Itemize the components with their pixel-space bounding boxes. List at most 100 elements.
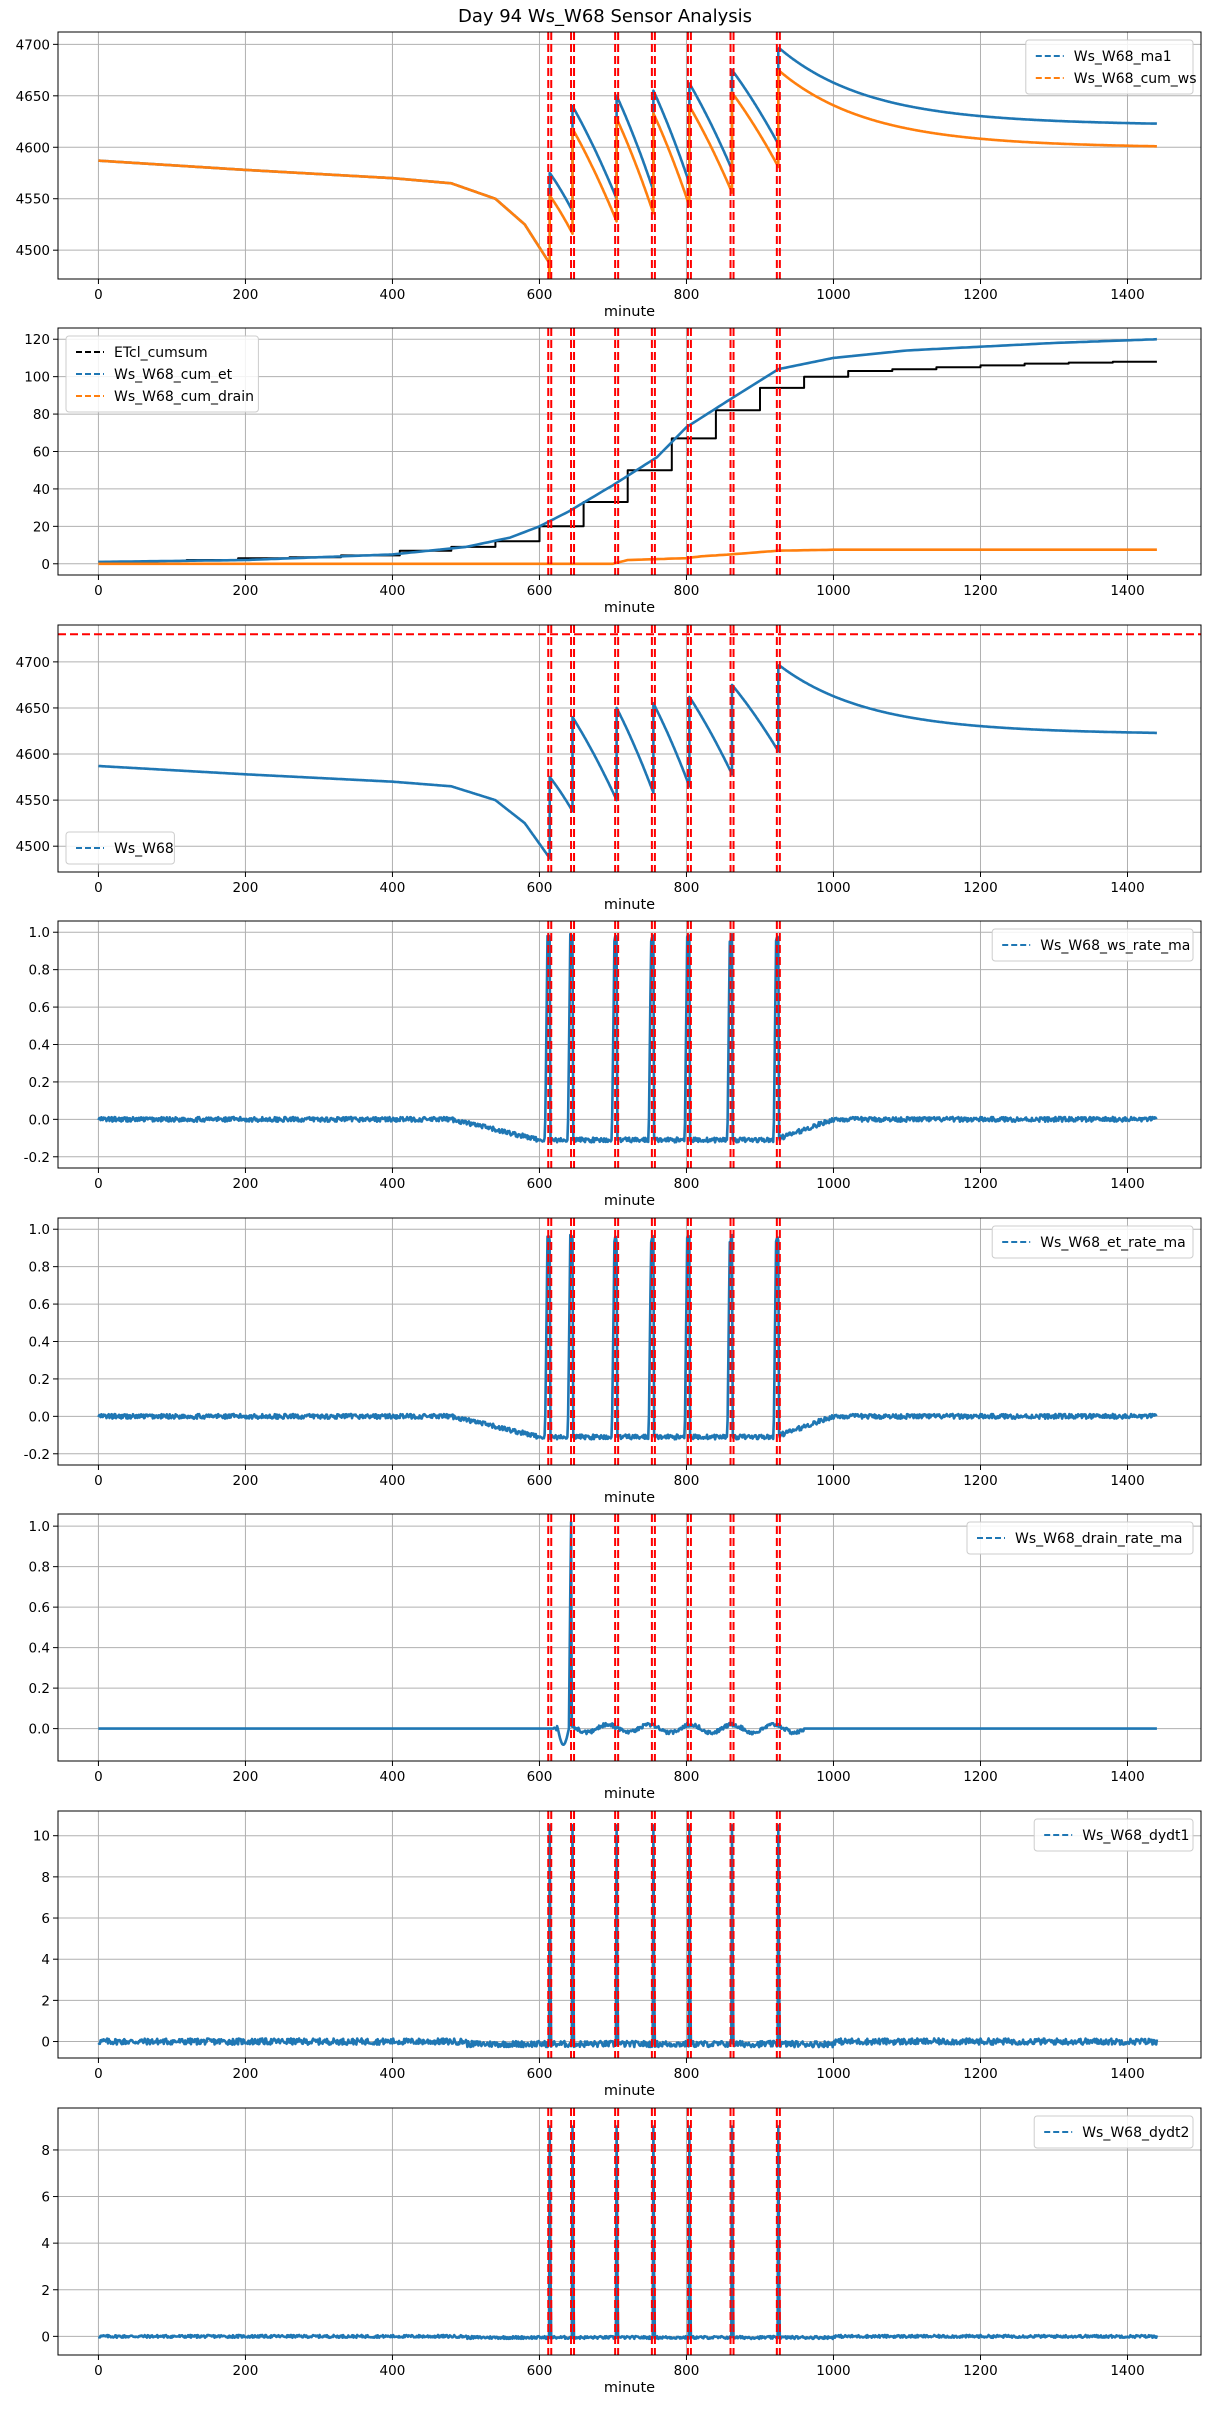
y-tick-label: 0 [41, 2329, 50, 2345]
x-tick-label: 600 [527, 287, 553, 303]
y-tick-label: 20 [33, 519, 50, 535]
x-tick-label: 200 [233, 880, 259, 896]
legend-label: Ws_W68_dydt1 [1082, 1828, 1189, 1844]
x-tick-label: 200 [233, 1176, 259, 1192]
x-tick-label: 1400 [1110, 2066, 1144, 2082]
x-tick-label: 0 [94, 1176, 103, 1192]
x-tick-label: 600 [527, 583, 553, 599]
y-tick-label: 8 [41, 1870, 50, 1886]
y-tick-label: 0 [41, 2035, 50, 2051]
x-tick-label: 1400 [1110, 2363, 1144, 2379]
axes-frame [57, 31, 1202, 280]
x-tick-label: 800 [674, 1176, 700, 1192]
x-tick-label: 0 [94, 2363, 103, 2379]
x-tick-label: 1400 [1110, 583, 1144, 599]
x-tick-label: 1200 [963, 880, 997, 896]
x-tick-label: 1200 [963, 287, 997, 303]
x-tick-label: 1000 [816, 287, 850, 303]
x-tick-label: 200 [233, 1473, 259, 1489]
legend: ETcl_cumsum Ws_W68_cum_et Ws_W68_cum_drain [65, 335, 259, 413]
x-tick-label: 1000 [816, 880, 850, 896]
legend-label: Ws_W68_et_rate_ma [1040, 1235, 1186, 1251]
x-tick-label: 800 [674, 1473, 700, 1489]
y-tick-label: 0.4 [29, 1335, 50, 1351]
x-tick-label: 0 [94, 1473, 103, 1489]
y-tick-label: 0.6 [29, 1600, 50, 1616]
y-tick-label: 4500 [16, 839, 50, 855]
axes-frame [57, 2107, 1202, 2356]
legend: Ws_W68_dydt1 [1033, 1818, 1194, 1852]
legend-label: Ws_W68_cum_ws [1074, 71, 1197, 87]
x-tick-label: 0 [94, 287, 103, 303]
chart-panel-7: 0 200 400 600 800 1000 1200 1400 0 2 4 6 8 10 minute Ws… [33, 1810, 1202, 2099]
legend-label: Ws_W68_ws_rate_ma [1040, 938, 1190, 954]
y-tick-label: 120 [24, 332, 50, 348]
y-tick-label: 0.8 [29, 963, 50, 979]
x-tick-label: 1000 [816, 2363, 850, 2379]
series-line-Ws_W68_cum_et [98, 337, 1157, 564]
x-tick-label: 400 [380, 2066, 406, 2082]
x-axis-label: minute [604, 600, 655, 616]
x-tick-label: 800 [674, 2363, 700, 2379]
y-tick-label: 4550 [16, 192, 50, 208]
x-tick-label: 400 [380, 1176, 406, 1192]
x-tick-label: 1200 [963, 2066, 997, 2082]
x-tick-label: 800 [674, 583, 700, 599]
y-tick-label: 4700 [16, 655, 50, 671]
y-tick-label: 10 [33, 1829, 50, 1845]
x-tick-label: 0 [94, 1769, 103, 1785]
x-tick-label: 1000 [816, 583, 850, 599]
x-tick-label: 800 [674, 1769, 700, 1785]
y-tick-label: 100 [24, 370, 50, 386]
x-tick-label: 800 [674, 880, 700, 896]
legend-label: Ws_W68_drain_rate_ma [1015, 1531, 1182, 1547]
x-tick-label: 0 [94, 880, 103, 896]
y-tick-label: 0.6 [29, 1000, 50, 1016]
x-axis-label: minute [604, 1490, 655, 1506]
y-tick-label: 4600 [16, 140, 50, 156]
x-axis-label: minute [604, 304, 655, 320]
series-line-Ws_W68_ma1 [97, 46, 1158, 265]
x-tick-label: 800 [674, 287, 700, 303]
legend-label: Ws_W68_cum_drain [114, 389, 254, 405]
y-tick-label: 6 [41, 2190, 50, 2206]
legend-label: Ws_W68 [114, 841, 174, 857]
x-tick-label: 200 [233, 1769, 259, 1785]
x-axis-label: minute [604, 897, 655, 913]
x-tick-label: 600 [527, 880, 553, 896]
x-tick-label: 200 [233, 2066, 259, 2082]
x-tick-label: 600 [527, 1473, 553, 1489]
chart-panel-8: 0 200 400 600 800 1000 1200 1400 0 2 4 6 8 minute Ws_W… [41, 2107, 1202, 2396]
y-tick-label: 1.0 [29, 1222, 50, 1238]
legend: Ws_W68_drain_rate_ma [966, 1521, 1194, 1555]
y-tick-label: 4550 [16, 793, 50, 809]
legend: Ws_W68_ws_rate_ma [991, 928, 1194, 962]
series-line-Ws_W68_cum_ws [97, 69, 1158, 279]
x-tick-label: 400 [380, 583, 406, 599]
x-axis-label: minute [604, 2380, 655, 2396]
axes-frame [57, 624, 1202, 873]
x-tick-label: 1400 [1110, 1473, 1144, 1489]
series-line-Ws_W68_dydt1 [97, 1824, 1159, 2049]
chart-panel-4: 0 200 400 600 800 1000 1200 1400 -0.2 0.0 0.2 0.4 0.… [24, 920, 1202, 1209]
chart-panel-3: 0 200 400 600 800 1000 1200 1400 4500 4550 4600 465… [16, 624, 1202, 913]
x-tick-label: 1200 [963, 1473, 997, 1489]
x-tick-label: 400 [380, 2363, 406, 2379]
legend-label: ETcl_cumsum [114, 345, 208, 361]
x-tick-label: 1200 [963, 1176, 997, 1192]
legend-label: Ws_W68_ma1 [1074, 49, 1172, 65]
y-tick-label: 4650 [16, 701, 50, 717]
x-axis-label: minute [604, 2083, 655, 2099]
y-tick-label: 8 [41, 2143, 50, 2159]
x-tick-label: 0 [94, 2066, 103, 2082]
series-line-Ws_W68_et_rate_ma [97, 1233, 1158, 1441]
y-tick-label: 6 [41, 1911, 50, 1927]
y-tick-label: 4 [41, 1952, 50, 1968]
axes-frame [57, 1810, 1202, 2059]
y-tick-label: 0.8 [29, 1560, 50, 1576]
x-tick-label: 400 [380, 1473, 406, 1489]
x-tick-label: 1000 [816, 1473, 850, 1489]
legend: Ws_W68_dydt2 [1033, 2115, 1194, 2149]
y-tick-label: -0.2 [24, 1447, 50, 1463]
